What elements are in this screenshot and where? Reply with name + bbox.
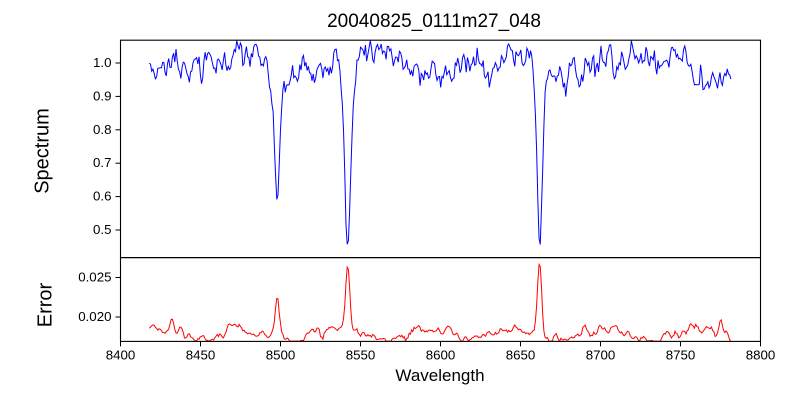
svg-text:0.6: 0.6 (93, 189, 112, 204)
svg-text:0.025: 0.025 (78, 270, 111, 285)
svg-text:0.020: 0.020 (78, 309, 111, 324)
svg-text:0.5: 0.5 (93, 222, 112, 237)
svg-text:1.0: 1.0 (93, 55, 112, 70)
svg-text:0.8: 0.8 (93, 122, 112, 137)
svg-text:8450: 8450 (186, 347, 216, 362)
svg-text:8400: 8400 (106, 347, 136, 362)
svg-text:Error: Error (35, 282, 57, 327)
svg-text:8800: 8800 (746, 347, 776, 362)
svg-text:20040825_0111m27_048: 20040825_0111m27_048 (327, 11, 541, 32)
svg-text:8650: 8650 (506, 347, 536, 362)
svg-text:Spectrum: Spectrum (32, 108, 54, 194)
svg-text:8550: 8550 (346, 347, 376, 362)
svg-text:8600: 8600 (426, 347, 456, 362)
svg-text:0.9: 0.9 (93, 88, 112, 103)
svg-text:8700: 8700 (586, 347, 616, 362)
svg-text:8750: 8750 (666, 347, 696, 362)
svg-text:8500: 8500 (266, 347, 296, 362)
svg-text:0.7: 0.7 (93, 155, 112, 170)
svg-text:Wavelength: Wavelength (395, 366, 484, 385)
